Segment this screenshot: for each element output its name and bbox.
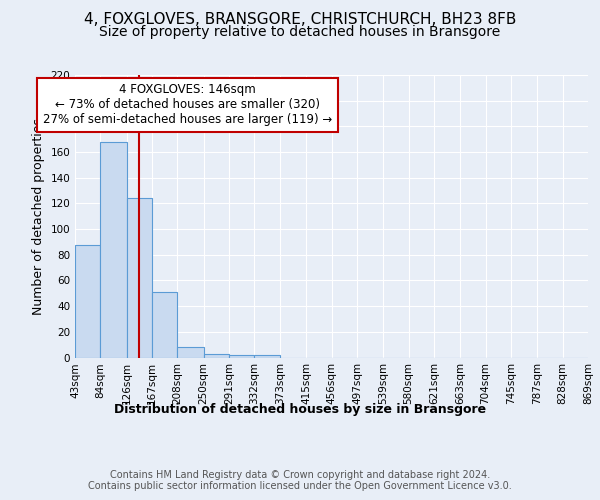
Bar xyxy=(152,292,178,358)
Text: Size of property relative to detached houses in Bransgore: Size of property relative to detached ho… xyxy=(100,25,500,39)
Bar xyxy=(75,244,100,358)
Bar xyxy=(127,198,152,358)
Text: 4 FOXGLOVES: 146sqm
← 73% of detached houses are smaller (320)
27% of semi-detac: 4 FOXGLOVES: 146sqm ← 73% of detached ho… xyxy=(43,84,332,126)
Bar xyxy=(178,347,203,358)
Bar xyxy=(203,354,229,358)
Bar xyxy=(229,355,254,358)
Bar xyxy=(100,142,127,358)
Text: 4, FOXGLOVES, BRANSGORE, CHRISTCHURCH, BH23 8FB: 4, FOXGLOVES, BRANSGORE, CHRISTCHURCH, B… xyxy=(84,12,516,28)
Bar xyxy=(254,355,280,358)
Text: Contains HM Land Registry data © Crown copyright and database right 2024.: Contains HM Land Registry data © Crown c… xyxy=(110,470,490,480)
Text: Distribution of detached houses by size in Bransgore: Distribution of detached houses by size … xyxy=(114,402,486,415)
Text: Contains public sector information licensed under the Open Government Licence v3: Contains public sector information licen… xyxy=(88,481,512,491)
Y-axis label: Number of detached properties: Number of detached properties xyxy=(32,118,45,315)
